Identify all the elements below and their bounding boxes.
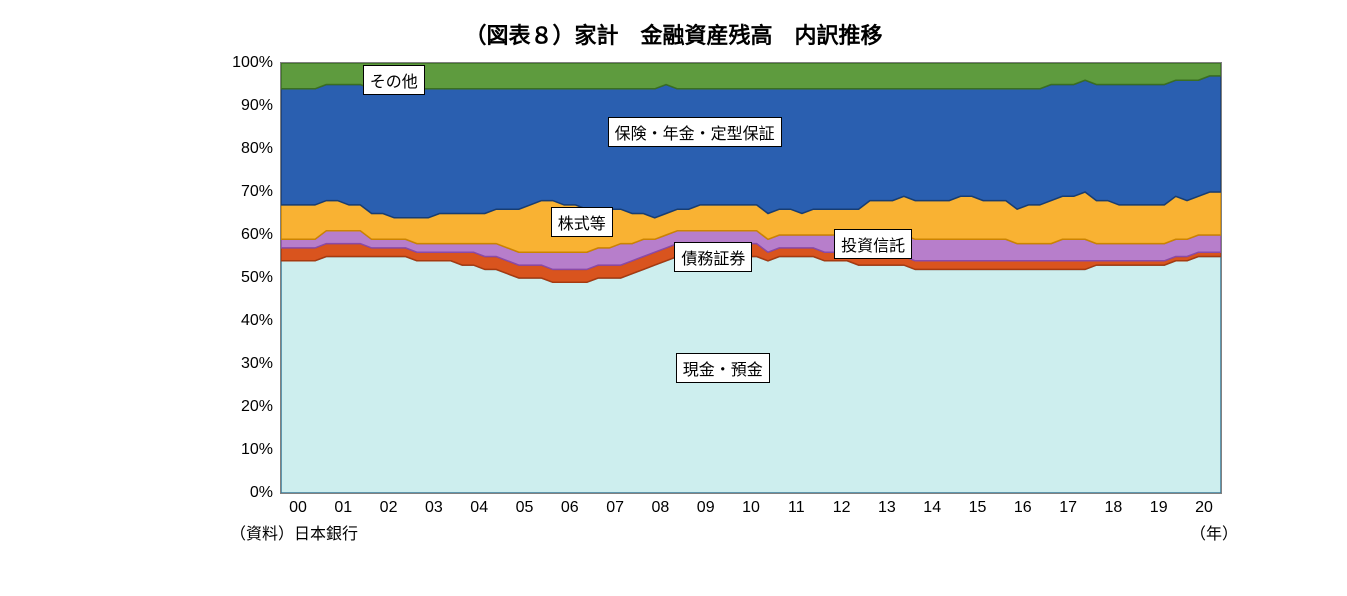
- y-tick-label: 20%: [241, 398, 273, 416]
- x-tick-label: 08: [651, 499, 669, 517]
- y-tick-label: 10%: [241, 441, 273, 459]
- series-label-insurance: 保険・年金・定型保証: [608, 117, 782, 147]
- x-tick-label: 18: [1105, 499, 1123, 517]
- x-tick-label: 09: [697, 499, 715, 517]
- series-label-equity: 株式等: [551, 207, 613, 237]
- x-tick-label: 15: [969, 499, 987, 517]
- y-tick-label: 0%: [250, 484, 273, 502]
- y-tick-label: 40%: [241, 312, 273, 330]
- x-axis-title: （年）: [1190, 520, 1238, 544]
- x-tick-label: 01: [334, 499, 352, 517]
- x-tick-label: 02: [380, 499, 398, 517]
- x-tick-label: 10: [742, 499, 760, 517]
- series-label-cash: 現金・預金: [676, 353, 770, 383]
- y-tick-label: 50%: [241, 269, 273, 287]
- x-tick-label: 16: [1014, 499, 1032, 517]
- series-label-bonds: 債務証券: [674, 242, 752, 272]
- x-tick-label: 17: [1059, 499, 1077, 517]
- x-tick-label: 07: [606, 499, 624, 517]
- chart-figure: （図表８）家計 金融資産残高 内訳推移 0%10%20%30%40%50%60%…: [0, 0, 1347, 596]
- x-tick-label: 05: [516, 499, 534, 517]
- x-tick-label: 20: [1195, 499, 1213, 517]
- x-tick-label: 06: [561, 499, 579, 517]
- x-tick-label: 13: [878, 499, 896, 517]
- series-label-trusts: 投資信託: [834, 229, 912, 259]
- y-tick-label: 100%: [232, 54, 273, 72]
- y-tick-label: 60%: [241, 226, 273, 244]
- source-label: （資料）日本銀行: [230, 520, 358, 544]
- y-tick-label: 80%: [241, 140, 273, 158]
- x-tick-label: 12: [833, 499, 851, 517]
- plot-area: 0%10%20%30%40%50%60%70%80%90%100%0001020…: [280, 62, 1222, 494]
- x-tick-label: 00: [289, 499, 307, 517]
- y-tick-label: 90%: [241, 97, 273, 115]
- chart-title: （図表８）家計 金融資産残高 内訳推移: [0, 18, 1347, 50]
- x-tick-label: 19: [1150, 499, 1168, 517]
- y-tick-label: 30%: [241, 355, 273, 373]
- x-tick-label: 14: [923, 499, 941, 517]
- series-label-other: その他: [363, 65, 425, 95]
- x-tick-label: 11: [788, 499, 805, 517]
- y-tick-label: 70%: [241, 183, 273, 201]
- x-tick-label: 04: [470, 499, 488, 517]
- x-tick-label: 03: [425, 499, 443, 517]
